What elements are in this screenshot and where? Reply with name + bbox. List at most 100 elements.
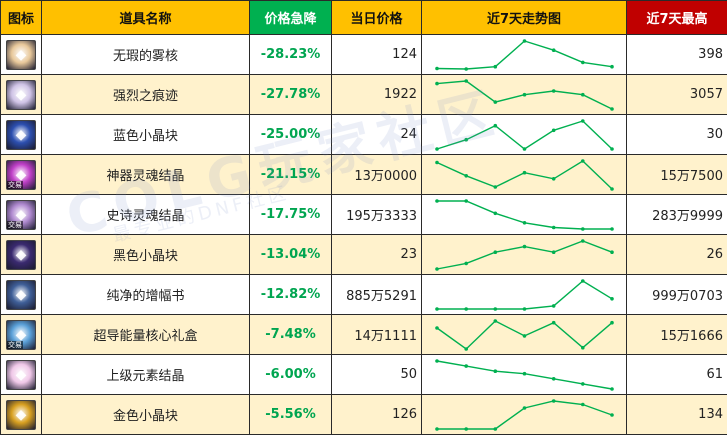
trend-point-day-1 xyxy=(435,267,439,271)
seven-day-max: 398 xyxy=(627,35,727,75)
price-drop-percent: -12.82% xyxy=(250,275,332,315)
trend-cell xyxy=(422,395,627,435)
item-name: 纯净的增幅书 xyxy=(42,275,250,315)
trend-point-day-4 xyxy=(523,92,527,96)
trend-point-day-6 xyxy=(581,227,585,231)
trend-sparkline xyxy=(422,116,627,154)
trend-point-day-3 xyxy=(494,369,498,373)
trend-point-day-2 xyxy=(464,364,468,368)
trend-cell xyxy=(422,235,627,275)
trend-point-day-3 xyxy=(494,211,498,215)
trend-point-day-6 xyxy=(581,402,585,406)
table-row: ◆纯净的增幅书-12.82%885万5291 999万0703 xyxy=(1,275,727,315)
header-7day-max: 近7天最高 xyxy=(627,1,727,35)
header-7day-trend: 近7天走势图 xyxy=(422,1,627,35)
trend-point-day-7 xyxy=(610,387,614,391)
trend-point-day-2 xyxy=(464,174,468,178)
item-name: 黑色小晶块 xyxy=(42,235,250,275)
trend-point-day-4 xyxy=(523,334,527,338)
trend-cell xyxy=(422,195,627,235)
misty-core-icon: ◆ xyxy=(6,40,36,70)
trend-point-day-1 xyxy=(435,147,439,151)
trend-point-day-4 xyxy=(523,244,527,248)
today-price: 14万1111 xyxy=(332,315,422,355)
trend-point-day-2 xyxy=(464,67,468,71)
trend-point-day-7 xyxy=(610,297,614,301)
trend-point-day-2 xyxy=(464,427,468,431)
trend-point-day-2 xyxy=(464,307,468,311)
item-icon-cell: ◆交易 xyxy=(1,315,42,355)
trend-cell xyxy=(422,75,627,115)
price-drop-percent: -7.48% xyxy=(250,315,332,355)
trend-point-day-7 xyxy=(610,187,614,191)
seven-day-max: 15万7500 xyxy=(627,155,727,195)
trend-point-day-1 xyxy=(435,160,439,164)
trend-line xyxy=(437,201,612,229)
item-name: 超导能量核心礼盒 xyxy=(42,315,250,355)
item-icon-cell: ◆交易 xyxy=(1,195,42,235)
item-icon-cell: ◆ xyxy=(1,395,42,435)
trend-point-day-6 xyxy=(581,60,585,64)
trend-sparkline xyxy=(422,36,627,74)
trend-point-day-2 xyxy=(464,137,468,141)
today-price: 13万0000 xyxy=(332,155,422,195)
trend-point-day-3 xyxy=(494,185,498,189)
trend-sparkline xyxy=(422,276,627,314)
trend-point-day-1 xyxy=(435,427,439,431)
trend-point-day-7 xyxy=(610,250,614,254)
price-drop-percent: -13.04% xyxy=(250,235,332,275)
header-price-drop: 价格急降 xyxy=(250,1,332,35)
trend-point-day-7 xyxy=(610,64,614,68)
blue-crystal-icon: ◆ xyxy=(6,120,36,150)
trend-line xyxy=(437,41,612,69)
trend-point-day-1 xyxy=(435,199,439,203)
trend-point-day-5 xyxy=(552,304,556,308)
trend-cell xyxy=(422,275,627,315)
price-drop-percent: -5.56% xyxy=(250,395,332,435)
trend-point-day-6 xyxy=(581,159,585,163)
trade-tag: 交易 xyxy=(7,341,23,349)
price-drop-percent: -17.75% xyxy=(250,195,332,235)
item-name: 金色小晶块 xyxy=(42,395,250,435)
item-icon-cell: ◆ xyxy=(1,235,42,275)
trend-point-day-5 xyxy=(552,399,556,403)
trend-point-day-2 xyxy=(464,347,468,351)
trend-point-day-6 xyxy=(581,279,585,283)
trend-point-day-7 xyxy=(610,147,614,151)
trend-point-day-6 xyxy=(581,92,585,96)
trend-point-day-2 xyxy=(464,261,468,265)
today-price: 1922 xyxy=(332,75,422,115)
trend-point-day-6 xyxy=(581,382,585,386)
today-price: 23 xyxy=(332,235,422,275)
trend-point-day-1 xyxy=(435,359,439,363)
price-drop-percent: -25.00% xyxy=(250,115,332,155)
seven-day-max: 30 xyxy=(627,115,727,155)
trend-sparkline xyxy=(422,236,627,274)
today-price: 885万5291 xyxy=(332,275,422,315)
item-icon-cell: ◆ xyxy=(1,115,42,155)
today-price: 124 xyxy=(332,35,422,75)
trend-cell xyxy=(422,355,627,395)
item-icon-cell: ◆ xyxy=(1,275,42,315)
trend-sparkline xyxy=(422,396,627,434)
trend-point-day-3 xyxy=(494,307,498,311)
trend-line xyxy=(437,121,612,149)
today-price: 126 xyxy=(332,395,422,435)
trade-tag: 交易 xyxy=(7,181,23,189)
seven-day-max: 3057 xyxy=(627,75,727,115)
trend-line xyxy=(437,401,612,429)
trend-point-day-5 xyxy=(552,128,556,132)
trend-point-day-4 xyxy=(523,221,527,225)
price-drop-percent: -21.15% xyxy=(250,155,332,195)
seven-day-max: 999万0703 xyxy=(627,275,727,315)
trend-sparkline xyxy=(422,316,627,354)
